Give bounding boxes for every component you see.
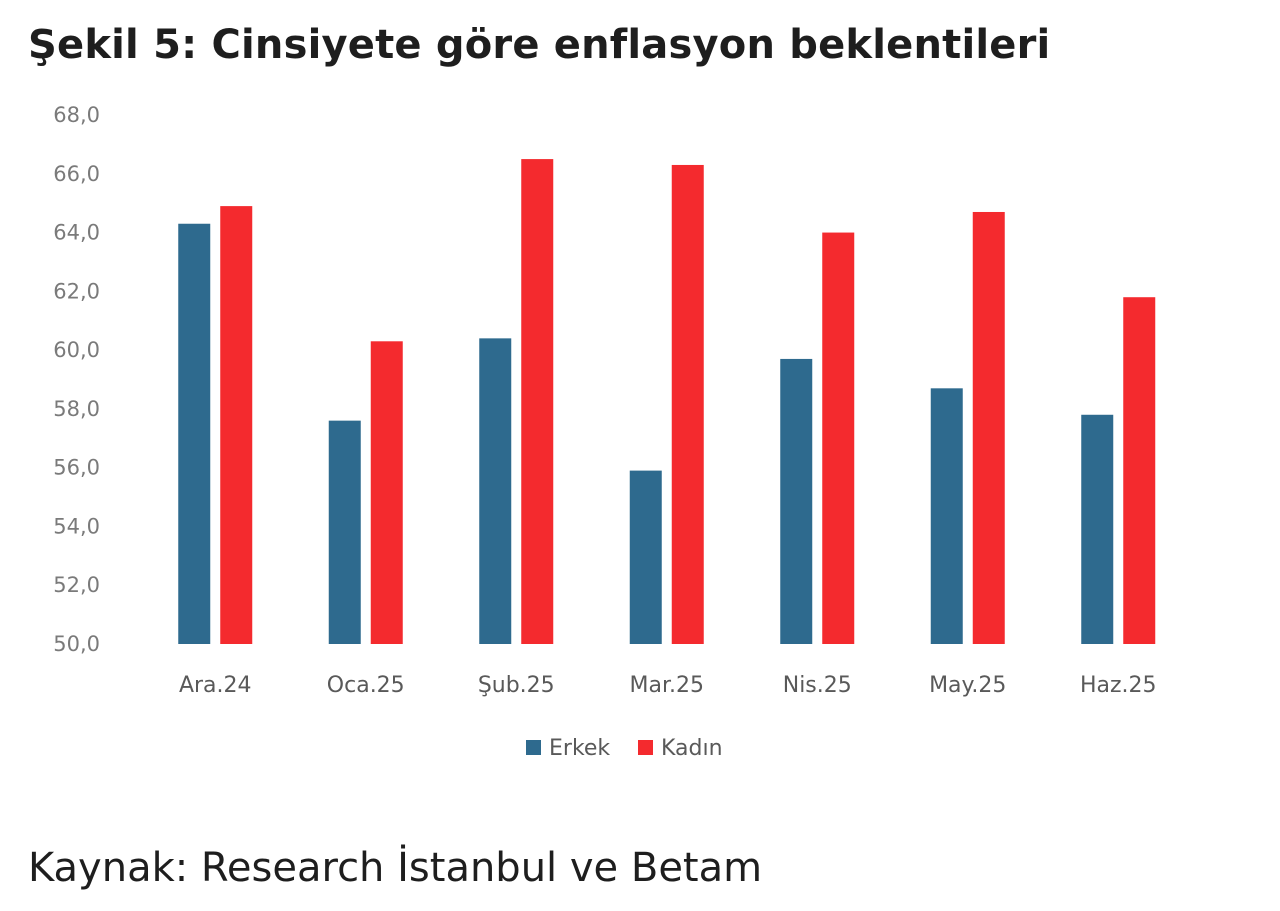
bar-kadın-3 bbox=[671, 164, 704, 644]
bar-kadın-4 bbox=[822, 232, 855, 645]
x-tick-label: Oca.25 bbox=[327, 673, 405, 698]
legend-label-kadın: Kadın bbox=[661, 736, 723, 761]
bar-erkek-2 bbox=[479, 338, 512, 644]
bar-kadın-2 bbox=[521, 159, 554, 645]
legend-swatch-kadın bbox=[638, 740, 653, 755]
chart-title: Şekil 5: Cinsiyete göre enflasyon beklen… bbox=[28, 22, 1051, 68]
bar-erkek-6 bbox=[1081, 414, 1114, 644]
bar-erkek-0 bbox=[178, 223, 211, 644]
y-tick-label: 64,0 bbox=[53, 221, 100, 245]
legend-label-erkek: Erkek bbox=[549, 736, 610, 761]
x-axis: Ara.24 Oca.25 Şub.25 Mar.25 Nis.25 May.25 Haz.… bbox=[179, 673, 1157, 698]
x-tick-label: Haz.25 bbox=[1080, 673, 1157, 698]
bar-erkek-1 bbox=[328, 420, 361, 644]
bar-kadın-0 bbox=[220, 206, 253, 644]
y-tick-label: 52,0 bbox=[53, 573, 100, 597]
y-tick-label: 56,0 bbox=[53, 456, 100, 480]
bar-erkek-5 bbox=[930, 388, 963, 644]
bar-kadın-6 bbox=[1123, 297, 1156, 644]
x-tick-label: Ara.24 bbox=[179, 673, 252, 698]
legend: Erkek Kadın bbox=[526, 736, 723, 761]
y-tick-label: 66,0 bbox=[53, 162, 100, 186]
bar-kadın-5 bbox=[972, 211, 1005, 644]
y-tick-label: 50,0 bbox=[53, 632, 100, 656]
bar-erkek-3 bbox=[629, 470, 662, 644]
y-tick-label: 68,0 bbox=[53, 103, 100, 127]
legend-swatch-erkek bbox=[526, 740, 541, 755]
y-tick-label: 54,0 bbox=[53, 514, 100, 538]
x-tick-label: Nis.25 bbox=[783, 673, 852, 698]
y-tick-label: 62,0 bbox=[53, 279, 100, 303]
x-tick-label: Mar.25 bbox=[630, 673, 704, 698]
y-tick-label: 60,0 bbox=[53, 338, 100, 362]
bar-kadın-1 bbox=[370, 341, 403, 644]
bar-erkek-4 bbox=[780, 358, 813, 644]
x-tick-label: May.25 bbox=[929, 673, 1006, 698]
x-tick-label: Şub.25 bbox=[478, 673, 555, 698]
bar-series bbox=[178, 159, 1156, 645]
y-axis: 50,0 52,0 54,0 56,0 58,0 60,0 62,0 64,0 66,0 68,0 bbox=[53, 103, 100, 656]
source-note: Kaynak: Research İstanbul ve Betam bbox=[28, 845, 763, 891]
y-tick-label: 58,0 bbox=[53, 397, 100, 421]
